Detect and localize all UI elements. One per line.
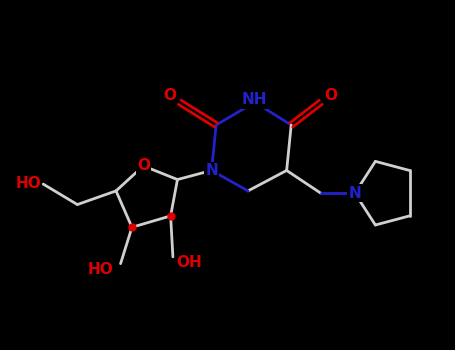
Text: HO: HO: [15, 176, 41, 191]
Text: HO: HO: [88, 261, 114, 276]
Text: O: O: [324, 88, 337, 103]
Text: O: O: [163, 88, 176, 103]
Text: OH: OH: [177, 255, 202, 270]
Text: N: N: [205, 163, 218, 178]
Text: N: N: [349, 186, 361, 201]
Text: NH: NH: [242, 92, 268, 107]
Text: O: O: [137, 159, 150, 173]
